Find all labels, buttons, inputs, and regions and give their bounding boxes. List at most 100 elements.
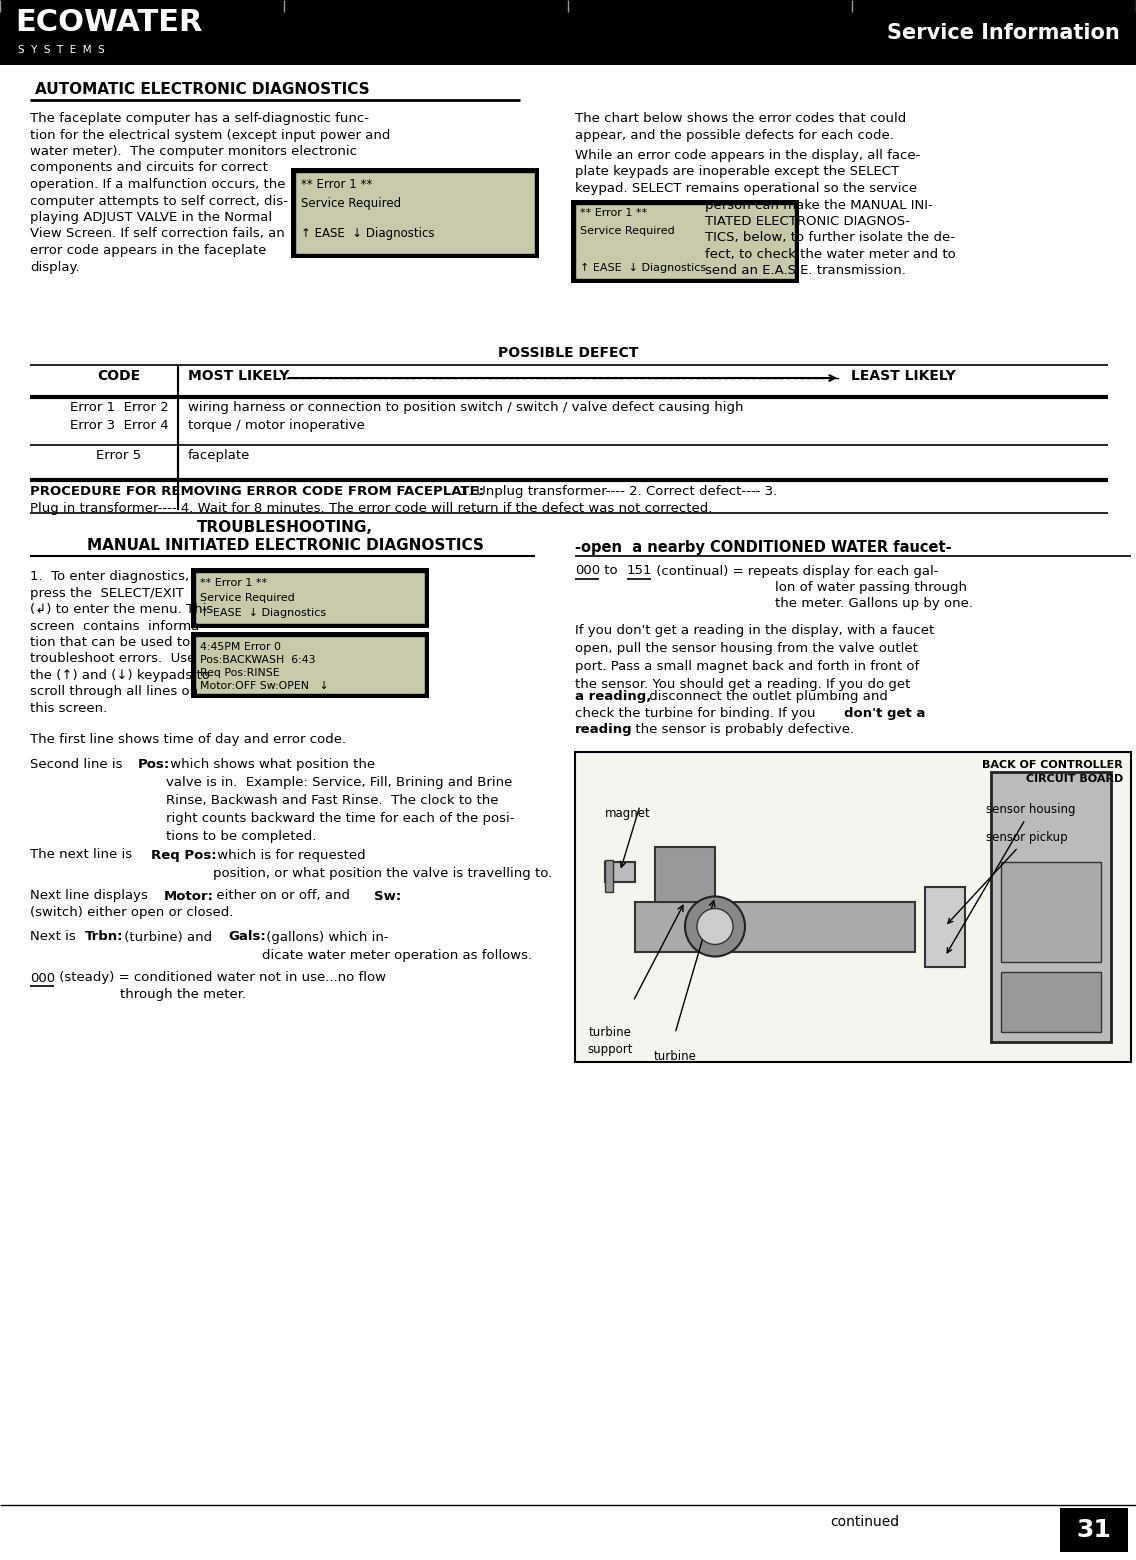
- Text: tion for the electrical system (except input power and: tion for the electrical system (except i…: [30, 128, 391, 142]
- Text: continued: continued: [830, 1515, 899, 1529]
- Text: The chart below shows the error codes that could: The chart below shows the error codes th…: [575, 112, 907, 125]
- Text: water meter).  The computer monitors electronic: water meter). The computer monitors elec…: [30, 145, 357, 158]
- Text: ** Error 1 **: ** Error 1 **: [301, 178, 373, 190]
- Text: If you don't get a reading in the display, with a faucet
open, pull the sensor h: If you don't get a reading in the displa…: [575, 624, 934, 691]
- Text: to: to: [600, 565, 621, 577]
- Text: TROUBLESHOOTING,: TROUBLESHOOTING,: [197, 519, 373, 535]
- Text: disconnect the outlet plumbing and: disconnect the outlet plumbing and: [645, 690, 888, 704]
- Text: The first line shows time of day and error code.: The first line shows time of day and err…: [30, 733, 346, 747]
- Text: CIRCUIT BOARD: CIRCUIT BOARD: [1026, 774, 1124, 783]
- Text: 4:45PM Error 0: 4:45PM Error 0: [200, 643, 281, 652]
- Text: Error 1  Error 2
Error 3  Error 4: Error 1 Error 2 Error 3 Error 4: [69, 401, 168, 432]
- Text: ↑ EASE  ↓ Diagnostics: ↑ EASE ↓ Diagnostics: [200, 608, 326, 618]
- Text: Service Required: Service Required: [580, 226, 675, 237]
- Text: (turbine) and: (turbine) and: [120, 930, 216, 944]
- Text: MOST LIKELY: MOST LIKELY: [187, 370, 290, 384]
- Text: appear, and the possible defects for each code.: appear, and the possible defects for eac…: [575, 128, 894, 142]
- Text: 151: 151: [627, 565, 652, 577]
- Bar: [575, 203, 795, 279]
- Text: Motor:: Motor:: [164, 889, 214, 903]
- Text: PROCEDURE FOR REMOVING ERROR CODE FROM FACEPLATE:: PROCEDURE FOR REMOVING ERROR CODE FROM F…: [30, 485, 484, 498]
- Text: this screen.: this screen.: [30, 702, 107, 714]
- Text: tion that can be used to: tion that can be used to: [30, 636, 190, 649]
- Bar: [1001, 972, 1101, 1031]
- Text: sensor housing: sensor housing: [947, 803, 1076, 953]
- Bar: [195, 573, 425, 624]
- Text: Motor:OFF Sw:OPEN   ↓: Motor:OFF Sw:OPEN ↓: [200, 682, 328, 691]
- Text: 1. Unplug transformer---- 2. Correct defect---- 3.: 1. Unplug transformer---- 2. Correct def…: [456, 485, 777, 498]
- Text: (↲) to enter the menu. This: (↲) to enter the menu. This: [30, 604, 214, 616]
- Bar: [191, 568, 429, 629]
- Text: 000: 000: [575, 565, 600, 577]
- Text: magnet: magnet: [605, 807, 651, 819]
- Text: S  Y  S  T  E  M  S: S Y S T E M S: [18, 45, 105, 55]
- Bar: [605, 861, 635, 881]
- Text: Trbn:: Trbn:: [85, 930, 124, 944]
- Text: BACK OF CONTROLLER: BACK OF CONTROLLER: [983, 760, 1124, 769]
- Bar: [195, 636, 425, 694]
- Text: which shows what position the
valve is in.  Example: Service, Fill, Brining and : which shows what position the valve is i…: [166, 758, 515, 842]
- Text: don't get a: don't get a: [844, 707, 926, 719]
- Text: the meter. Gallons up by one.: the meter. Gallons up by one.: [775, 597, 974, 610]
- Bar: [571, 200, 799, 282]
- Text: which is for requested
position, or what position the valve is travelling to.: which is for requested position, or what…: [214, 849, 552, 880]
- Text: turbine
support: turbine support: [587, 1026, 633, 1056]
- Text: AUTOMATIC ELECTRONIC DIAGNOSTICS: AUTOMATIC ELECTRONIC DIAGNOSTICS: [35, 83, 369, 97]
- Text: (steady) = conditioned water not in use...no flow: (steady) = conditioned water not in use.…: [55, 972, 386, 984]
- Text: ↑ EASE  ↓ Diagnostics: ↑ EASE ↓ Diagnostics: [580, 262, 707, 273]
- Text: Gals:: Gals:: [228, 930, 266, 944]
- Text: MANUAL INITIATED ELECTRONIC DIAGNOSTICS: MANUAL INITIATED ELECTRONIC DIAGNOSTICS: [86, 538, 484, 552]
- Bar: [1001, 861, 1101, 961]
- Bar: [575, 752, 1131, 1061]
- Text: , the sensor is probably defective.: , the sensor is probably defective.: [627, 722, 854, 736]
- Text: person can make the MANUAL INI-: person can make the MANUAL INI-: [705, 198, 933, 212]
- Text: Sw:: Sw:: [374, 889, 401, 903]
- Text: the (↑) and (↓) keypads to: the (↑) and (↓) keypads to: [30, 669, 210, 682]
- Text: keypad. SELECT remains operational so the service: keypad. SELECT remains operational so th…: [575, 183, 917, 195]
- Text: a reading,: a reading,: [575, 690, 651, 704]
- Text: send an E.A.S.E. transmission.: send an E.A.S.E. transmission.: [705, 265, 905, 278]
- Text: computer attempts to self correct, dis-: computer attempts to self correct, dis-: [30, 195, 287, 207]
- Text: ** Error 1 **: ** Error 1 **: [580, 209, 648, 218]
- Text: display.: display.: [30, 261, 80, 273]
- Text: reading: reading: [575, 722, 633, 736]
- Text: , either on or off, and: , either on or off, and: [208, 889, 354, 903]
- Text: Req Pos:: Req Pos:: [151, 849, 217, 861]
- Text: 31: 31: [1077, 1518, 1111, 1541]
- Text: ** Error 1 **: ** Error 1 **: [200, 579, 267, 588]
- Text: Next is: Next is: [30, 930, 80, 944]
- Text: plate keypads are inoperable except the SELECT: plate keypads are inoperable except the …: [575, 165, 899, 178]
- Text: Service Required: Service Required: [200, 593, 294, 604]
- Text: View Screen. If self correction fails, an: View Screen. If self correction fails, a…: [30, 228, 285, 240]
- Text: lon of water passing through: lon of water passing through: [775, 580, 967, 594]
- Circle shape: [685, 897, 745, 956]
- Text: (gallons) which in-
dicate water meter operation as follows.: (gallons) which in- dicate water meter o…: [262, 930, 532, 961]
- Text: press the  SELECT/EXIT: press the SELECT/EXIT: [30, 587, 184, 599]
- Text: wiring harness or connection to position switch / switch / valve defect causing : wiring harness or connection to position…: [187, 401, 743, 432]
- Text: 1.  To enter diagnostics,: 1. To enter diagnostics,: [30, 569, 189, 583]
- Bar: [295, 172, 535, 253]
- Bar: [291, 167, 538, 257]
- Text: through the meter.: through the meter.: [120, 987, 247, 1002]
- Text: CODE: CODE: [98, 370, 141, 384]
- Bar: [605, 860, 613, 891]
- Text: components and circuits for correct: components and circuits for correct: [30, 162, 268, 175]
- Text: operation. If a malfunction occurs, the: operation. If a malfunction occurs, the: [30, 178, 285, 190]
- Text: Next line displays: Next line displays: [30, 889, 152, 903]
- Bar: [0, 0, 1136, 66]
- Text: TICS, below, to further isolate the de-: TICS, below, to further isolate the de-: [705, 231, 955, 245]
- Text: The next line is: The next line is: [30, 849, 136, 861]
- Text: The faceplate computer has a self-diagnostic func-: The faceplate computer has a self-diagno…: [30, 112, 369, 125]
- Bar: [1060, 1509, 1128, 1552]
- Text: screen  contains  informa-: screen contains informa-: [30, 619, 204, 632]
- Text: ↑ EASE  ↓ Diagnostics: ↑ EASE ↓ Diagnostics: [301, 226, 434, 240]
- Text: troubleshoot errors.  Use: troubleshoot errors. Use: [30, 652, 195, 666]
- Text: playing ADJUST VALVE in the Normal: playing ADJUST VALVE in the Normal: [30, 211, 273, 225]
- Text: Plug in transformer---- 4. Wait for 8 minutes. The error code will return if the: Plug in transformer---- 4. Wait for 8 mi…: [30, 502, 712, 515]
- Text: POSSIBLE DEFECT: POSSIBLE DEFECT: [498, 346, 638, 360]
- Text: -open  a nearby CONDITIONED WATER faucet-: -open a nearby CONDITIONED WATER faucet-: [575, 540, 952, 555]
- Text: Service Required: Service Required: [301, 197, 401, 209]
- Text: TIATED ELECTRONIC DIAGNOS-: TIATED ELECTRONIC DIAGNOS-: [705, 215, 910, 228]
- Text: sensor pickup: sensor pickup: [947, 831, 1068, 924]
- Bar: [655, 847, 715, 902]
